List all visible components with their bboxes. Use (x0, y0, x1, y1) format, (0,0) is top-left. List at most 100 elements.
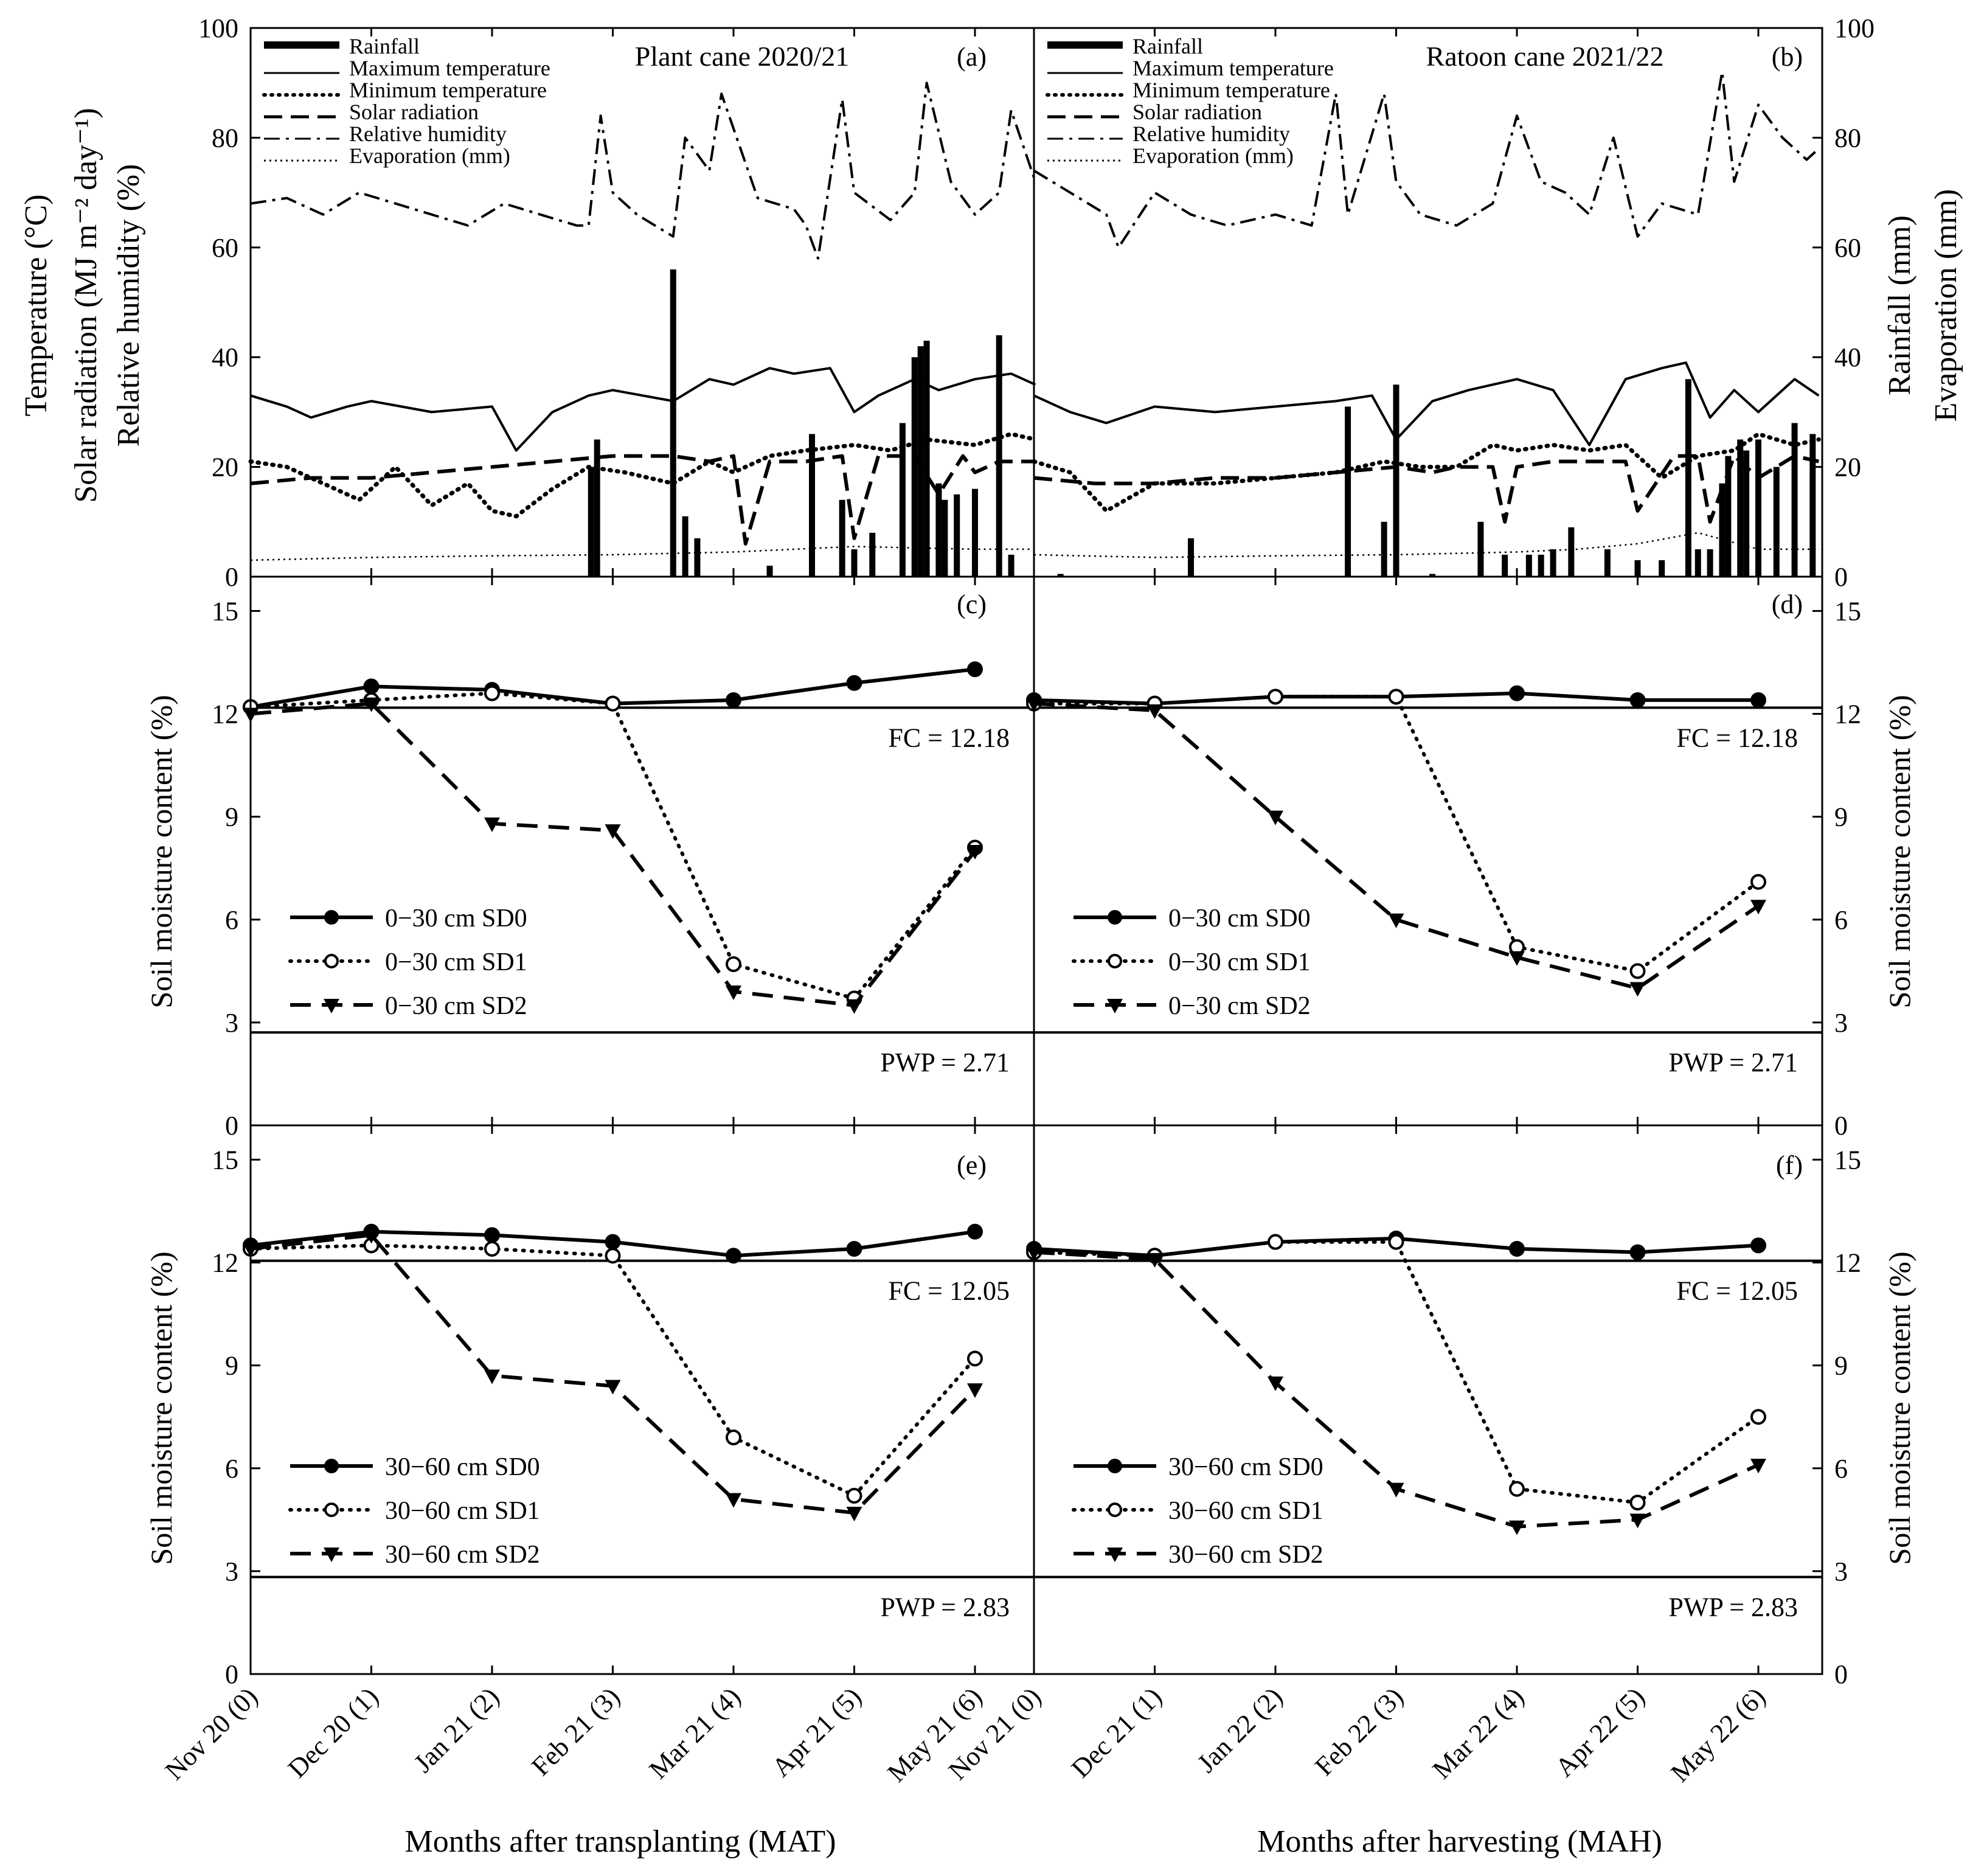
series-line-maximum-temperature (1033, 361, 1820, 446)
rainfall-bar (1381, 521, 1387, 577)
y-tick-label-e: 0 (225, 1659, 238, 1689)
panel-f: 0 3 6 9 12 15 FC = 12.05 PWP = 2.83 30−60 cm SD0… (943, 1125, 1861, 1788)
rainfall-bar (1737, 439, 1744, 577)
series-line-0-30-cm-sd1 (249, 691, 977, 1001)
data-point-sd1 (967, 1350, 983, 1367)
legend-label: 30−60 cm SD2 (1168, 1541, 1323, 1569)
data-point-sd0 (363, 678, 380, 695)
rainfall-bar (899, 423, 906, 577)
data-point-sd1 (726, 1430, 741, 1446)
y-tick-label-d: 12 (1834, 700, 1861, 729)
legend-label: Evaporation (mm) (349, 144, 510, 168)
panel-label-a: (a) (957, 42, 987, 72)
data-point-sd2 (1629, 982, 1646, 997)
rainfall-bar (972, 488, 978, 577)
legend-label: Solar radiation (349, 100, 479, 124)
data-point-sd2 (726, 1493, 741, 1508)
ylabel-soil-moisture-f: Soil moisture content (%) (1882, 1251, 1916, 1565)
y-tick-label-b: 20 (1834, 453, 1861, 482)
legend-marker-sd2 (1107, 999, 1123, 1013)
legend-marker-sd1 (1108, 954, 1122, 968)
series-line-30-60-cm-sd1 (249, 1243, 977, 1498)
legend-label: 0−30 cm SD0 (385, 905, 527, 933)
fc-label-f: FC = 12.05 (1676, 1276, 1798, 1306)
rainfall-bar (1743, 450, 1750, 577)
legend-marker-sd1 (1108, 1503, 1122, 1517)
data-point-sd1 (1388, 1234, 1404, 1250)
panel-frame-d (1033, 575, 1823, 1127)
y-tick-label-d: 9 (1834, 802, 1848, 832)
y-tick-label-a: 0 (225, 562, 238, 592)
legend-label: Evaporation (mm) (1132, 144, 1294, 168)
fc-label-c: FC = 12.18 (888, 723, 1010, 752)
rainfall-bar (911, 357, 918, 577)
data-point-sd0 (1629, 692, 1646, 708)
ylabel-relative-humidity: Relative humidity (%) (111, 164, 146, 446)
series-line-relative-humidity (250, 82, 1037, 260)
y-tick-label-e: 6 (225, 1454, 238, 1484)
data-point-sd2 (363, 1229, 380, 1244)
data-point-sd2 (484, 817, 500, 832)
y-tick-label-b: 80 (1834, 123, 1861, 153)
data-point-sd0 (967, 661, 983, 678)
series-line-relative-humidity (1033, 71, 1820, 249)
data-point-sd1 (1629, 1495, 1646, 1511)
data-point-sd0 (605, 1234, 621, 1250)
data-point-sd1 (1750, 874, 1766, 890)
y-tick-label-f: 0 (1834, 1659, 1848, 1689)
data-point-sd2 (1268, 1376, 1283, 1391)
y-tick-label-d: 6 (1834, 905, 1848, 935)
data-point-sd1 (1509, 1481, 1525, 1497)
data-point-sd0 (846, 1240, 862, 1257)
legend-label: Maximum temperature (1132, 56, 1334, 80)
y-tick-label-f: 6 (1834, 1454, 1848, 1484)
ylabel-rainfall: Rainfall (mm) (1882, 215, 1917, 395)
y-tick-label-a: 60 (212, 233, 238, 263)
y-tick-label-f: 12 (1834, 1248, 1861, 1278)
legend-label: Minimum temperature (1132, 78, 1330, 102)
ylabel-solar-radiation: Solar radiation (MJ m⁻² day⁻¹) (69, 108, 103, 502)
rainfall-bar (1634, 560, 1641, 577)
ylabel-temperature: Temperature (°C) (19, 194, 54, 416)
rainfall-bar (682, 516, 689, 577)
y-tick-label-d: 15 (1834, 596, 1861, 626)
series-line-evaporation-mm- (250, 546, 1036, 561)
y-tick-label-b: 40 (1834, 342, 1861, 372)
legend-label: 30−60 cm SD0 (385, 1453, 540, 1481)
rainfall-bar (1604, 549, 1611, 577)
legend-label: Maximum temperature (349, 56, 550, 80)
data-point-sd1 (1629, 963, 1646, 979)
legend-label: Relative humidity (349, 122, 507, 146)
data-point-sd2 (967, 845, 983, 860)
data-point-sd2 (484, 1369, 500, 1384)
data-point-sd1 (1268, 689, 1283, 705)
data-point-sd1 (484, 685, 500, 701)
legend-label: Rainfall (1132, 34, 1203, 58)
y-tick-label-e: 15 (212, 1145, 238, 1175)
legend-marker-sd0 (324, 1459, 339, 1473)
data-point-sd0 (726, 1248, 741, 1264)
rainfall-bar (1773, 467, 1780, 577)
rainfall-bar (1502, 554, 1508, 577)
panel-label-b: (b) (1772, 42, 1803, 72)
data-point-sd2 (605, 824, 621, 839)
x-tick-label-f: Mar 22 (4) (1427, 1681, 1530, 1784)
y-tick-label-a: 20 (212, 453, 238, 482)
data-point-sd2 (1388, 1482, 1404, 1498)
rainfall-bar (694, 538, 701, 577)
rainfall-bar (996, 335, 1002, 577)
ylabel-soil-moisture-e: Soil moisture content (%) (144, 1251, 178, 1565)
rainfall-bar (594, 439, 600, 577)
y-tick-label-c: 15 (212, 596, 238, 626)
data-point-sd2 (1509, 1520, 1525, 1535)
frames-layer (249, 27, 1823, 1675)
data-point-sd0 (1509, 685, 1525, 701)
data-point-sd1 (1388, 689, 1404, 705)
data-point-sd2 (1509, 951, 1525, 966)
data-point-sd1 (846, 1487, 862, 1504)
data-point-sd0 (726, 692, 741, 708)
data-point-sd1 (726, 956, 741, 973)
rainfall-bar (935, 483, 942, 577)
legend-marker-sd2 (324, 1548, 339, 1562)
